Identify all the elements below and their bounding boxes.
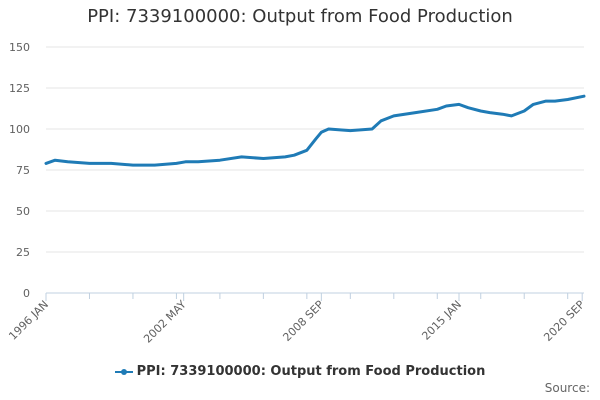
grid-lines bbox=[46, 46, 584, 253]
legend-series-marker bbox=[114, 367, 133, 377]
legend-series-label: PPI: 7339100000: Output from Food Produc… bbox=[136, 364, 486, 379]
y-tick-label-150: 150 bbox=[9, 41, 30, 54]
y-tick-label-100: 100 bbox=[9, 123, 30, 136]
x-tick-label: 2002 MAY bbox=[141, 298, 189, 346]
y-tick-label-0: 0 bbox=[23, 287, 30, 300]
y-tick-label-125: 125 bbox=[9, 82, 30, 95]
series-line-0 bbox=[44, 94, 586, 167]
y-tick-label-25: 25 bbox=[16, 246, 30, 259]
source-label: Source: bbox=[544, 381, 590, 395]
x-tick-label: 2008 SEP bbox=[280, 298, 326, 344]
x-tick-label: 2020 SEP bbox=[541, 298, 587, 344]
axes bbox=[45, 292, 584, 301]
x-axis-ticks: 1996 JAN 2002 MAY 2008 SEP 2015 JAN 2020 SEP bbox=[6, 298, 587, 346]
x-tick-label: 2015 JAN bbox=[419, 298, 464, 343]
legend[interactable]: PPI: 7339100000: Output from Food Produc… bbox=[0, 364, 600, 379]
y-tick-label-75: 75 bbox=[16, 164, 30, 177]
y-axis-ticks: 0 25 50 75 100 125 150 bbox=[9, 41, 30, 300]
x-tick-label: 1996 JAN bbox=[6, 298, 51, 343]
series-group bbox=[44, 94, 586, 167]
chart-title: PPI: 7339100000: Output from Food Produc… bbox=[87, 6, 513, 27]
y-tick-label-50: 50 bbox=[16, 205, 30, 218]
